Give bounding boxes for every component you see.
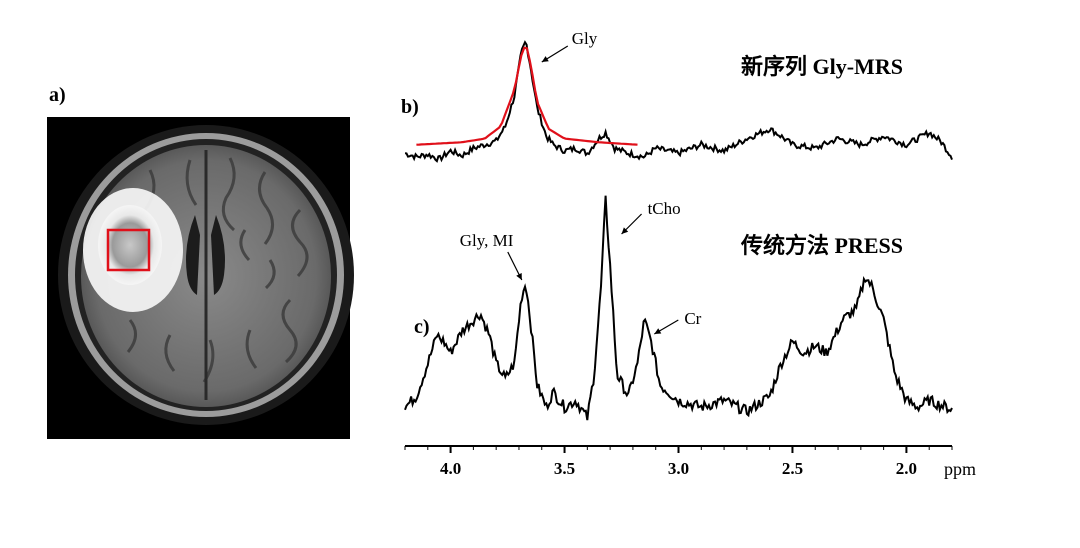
peak-label-gly-mi: Gly, MI [460,231,514,250]
x-tick-label: 4.0 [440,459,461,478]
mri-image [47,117,354,439]
peak-label-cr: Cr [684,309,701,328]
peak-label-tcho: tCho [648,199,681,218]
gly-fit-line [416,46,638,146]
press-spectrum-line [404,195,953,421]
peak-arrowhead [516,273,522,280]
gly-mrs-spectrum-line [404,40,953,163]
spectrum-panel-b: Gly [404,29,953,163]
x-tick-label: 3.0 [668,459,689,478]
peak-arrowhead [541,56,549,62]
panel-label-c: c) [414,316,430,338]
spectrum-panel-c: Gly, MI tCho Cr [404,195,953,421]
panel-label-a: a) [49,84,66,106]
peak-label-gly: Gly [572,29,598,48]
roi-box [106,228,151,272]
title-gly-mrs: 新序列 Gly-MRS [741,54,903,79]
panel-label-b: b) [401,96,419,118]
x-tick-label: 3.5 [554,459,575,478]
x-axis-label: ppm [944,459,976,479]
peak-arrowhead [621,227,629,234]
peak-arrowhead [654,328,662,334]
x-axis: 4.0 3.5 3.0 2.5 2.0 [404,445,953,478]
x-tick-label: 2.5 [782,459,803,478]
x-tick-label: 2.0 [896,459,917,478]
title-press: 传统方法 PRESS [740,233,903,258]
